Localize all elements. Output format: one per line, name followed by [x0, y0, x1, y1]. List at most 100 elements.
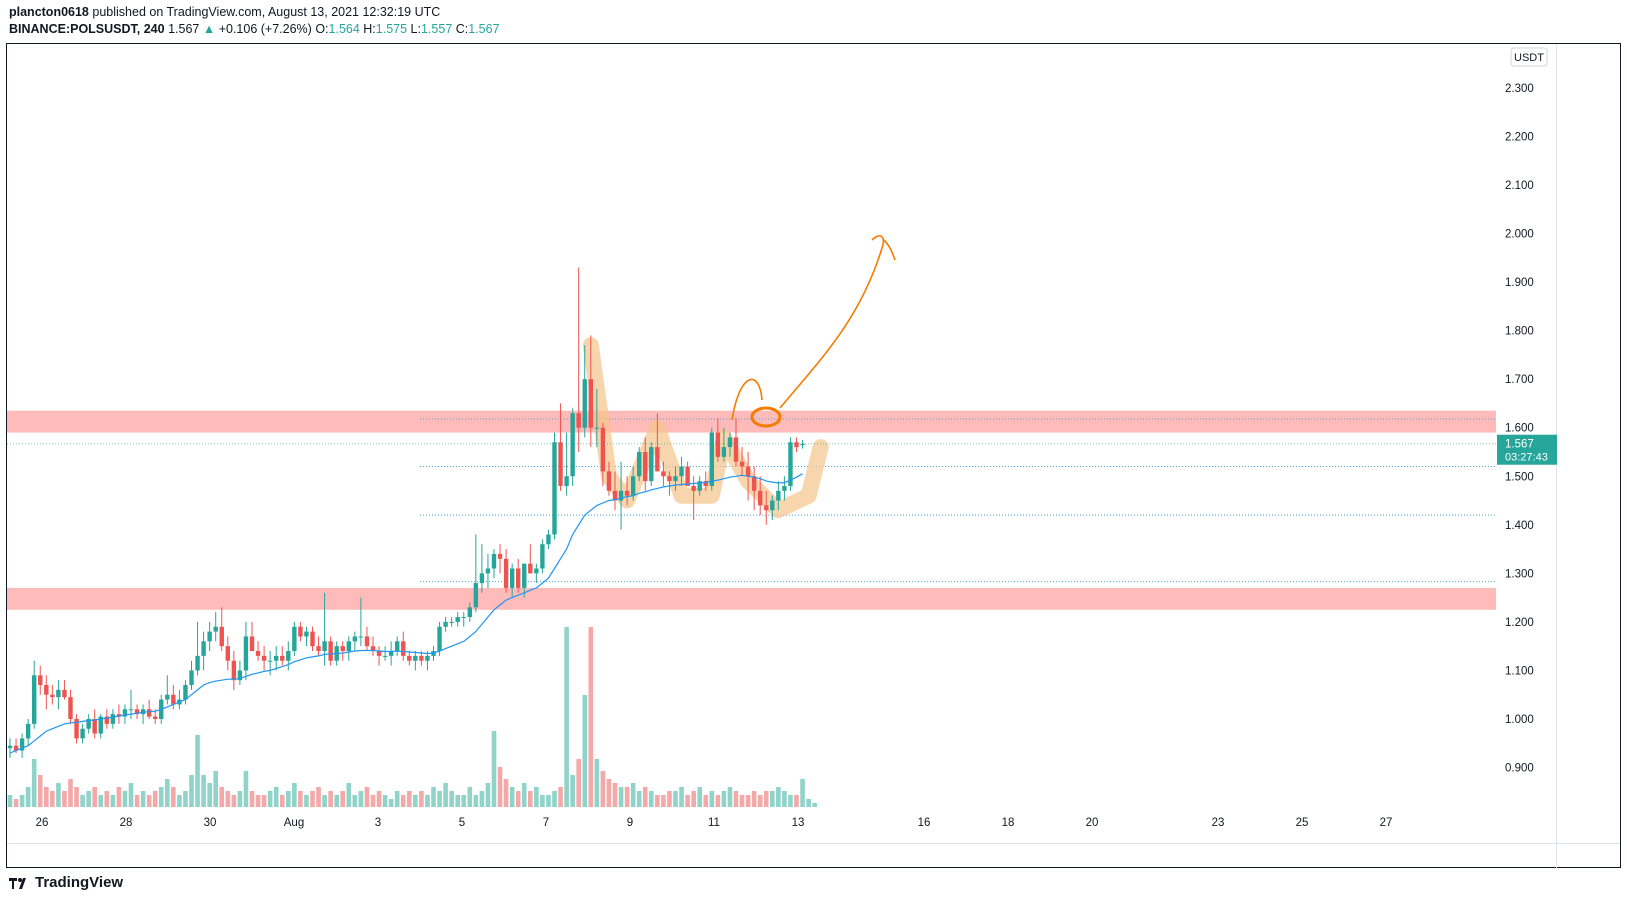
candle	[376, 646, 382, 666]
candle-body	[86, 719, 91, 729]
candle-body	[594, 427, 600, 429]
candle	[177, 689, 182, 710]
candle-body	[395, 641, 400, 652]
candle	[286, 641, 291, 671]
volume-bar	[782, 791, 787, 807]
candle	[62, 680, 67, 700]
price-tick-label: 1.300	[1505, 568, 1534, 580]
candle-body	[286, 651, 291, 661]
volume-bar	[594, 759, 600, 807]
candle	[570, 408, 575, 486]
high-value: 1.575	[375, 22, 408, 36]
volume-bar	[68, 779, 73, 807]
candle-body	[261, 655, 267, 661]
candle	[195, 621, 200, 676]
candle-body	[419, 655, 424, 661]
moving-average-line	[9, 473, 803, 754]
candle	[352, 631, 358, 652]
candle-body	[491, 553, 497, 569]
candle-body	[758, 490, 763, 506]
candle	[370, 636, 376, 656]
volume-bar	[751, 791, 757, 807]
candle-body	[146, 709, 152, 717]
candle-body	[7, 745, 13, 749]
price-tick-label: 1.800	[1505, 326, 1534, 338]
high-label: H:	[363, 22, 376, 36]
candle	[715, 417, 721, 462]
candle	[618, 461, 624, 530]
price-tick-label: 1.200	[1505, 617, 1534, 629]
volume-bar	[413, 795, 418, 807]
volume-bar	[473, 795, 479, 807]
candle-body	[751, 476, 757, 491]
candle-body	[679, 466, 684, 477]
volume-bar	[715, 795, 721, 807]
candle	[655, 413, 660, 472]
candle-body	[473, 583, 479, 608]
candle-body	[122, 709, 128, 717]
price-tick-label: 2.100	[1505, 180, 1534, 192]
candle-body	[401, 641, 406, 656]
symbol-label[interactable]: BINANCE:POLSUSDT, 240	[9, 22, 165, 36]
candle-body	[788, 442, 793, 486]
candle-body	[661, 471, 666, 477]
volume-bar	[213, 771, 218, 807]
tradingview-logo[interactable]: TradingView	[9, 874, 123, 891]
volume-bar	[600, 771, 606, 807]
candle-body	[98, 716, 103, 734]
volume-bar	[630, 783, 636, 807]
volume-bar	[231, 795, 237, 807]
candle-body	[165, 694, 170, 700]
candle-body	[74, 719, 79, 739]
candle	[86, 714, 91, 734]
candle-body	[630, 476, 636, 496]
time-tick-label: 16	[918, 817, 931, 829]
time-tick-label: 9	[627, 817, 633, 829]
volume-bar	[564, 627, 569, 807]
candle-body	[540, 544, 545, 569]
candle	[56, 680, 61, 710]
candle	[207, 621, 212, 652]
candle	[770, 495, 775, 520]
candle-body	[497, 553, 503, 559]
volume-bar	[655, 795, 660, 807]
volume-bar	[171, 787, 176, 807]
candle	[782, 476, 787, 501]
candle-body	[92, 719, 97, 734]
volume-bar	[642, 787, 648, 807]
volume-bar	[376, 791, 382, 807]
candle-body	[304, 631, 309, 637]
volume-bar	[546, 795, 551, 807]
volume-bar	[261, 795, 267, 807]
time-tick-label: 28	[120, 817, 133, 829]
candle	[304, 626, 309, 647]
volume-bar	[649, 791, 654, 807]
candle-body	[316, 646, 321, 652]
volume-bar	[177, 795, 182, 807]
candle-body	[249, 636, 255, 652]
publisher-name[interactable]: plancton0618	[9, 5, 89, 19]
candle-body	[280, 655, 285, 661]
candle-body	[637, 451, 642, 477]
candle-body	[528, 563, 533, 574]
volume-bar	[273, 787, 279, 807]
candle-body	[552, 442, 557, 535]
volume-bar	[443, 783, 448, 807]
candle-body	[189, 670, 194, 686]
volume-bar	[552, 791, 557, 807]
candle	[552, 432, 557, 540]
volume-bar	[570, 775, 575, 807]
candle	[582, 345, 587, 438]
volume-bar	[697, 787, 702, 807]
volume-bar	[62, 791, 67, 807]
candle-body	[673, 476, 678, 482]
candle	[74, 714, 79, 744]
volume-bar	[340, 791, 346, 807]
candle	[201, 631, 206, 671]
volume-bar	[588, 627, 594, 807]
candle	[189, 660, 194, 690]
volume-bar	[237, 791, 243, 807]
candle	[588, 335, 593, 448]
volume-bar	[558, 787, 563, 807]
